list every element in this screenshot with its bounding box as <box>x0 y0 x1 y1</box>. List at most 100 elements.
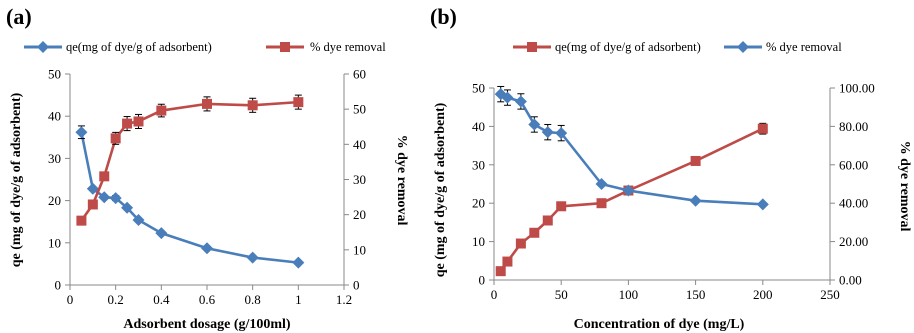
panel-a-qe-point <box>109 192 122 205</box>
panel-a-left-tick-label: 10 <box>48 235 61 250</box>
panel-a-right-axis-title: % dye removal <box>394 135 409 226</box>
panel-b-label: (b) <box>430 4 457 29</box>
panel-a-removal-point <box>156 105 167 116</box>
panel-a-qe-point <box>155 227 168 240</box>
panel-b-qe-point <box>495 266 506 277</box>
panel-a-x-tick-label: 0.6 <box>199 292 216 307</box>
panel-a-right-tick-label: 60 <box>353 67 366 82</box>
panel-a-qe-point <box>132 214 145 227</box>
panel-b-removal-point <box>756 198 769 211</box>
panel-a-removal-point <box>110 133 121 144</box>
panel-a-right-tick-label: 0 <box>353 278 360 293</box>
panel-b-removal-point <box>501 91 514 104</box>
panel-b-qe-point <box>690 155 701 166</box>
panel-b-x-tick-label: 100 <box>619 287 639 302</box>
panel-b-right-tick-label: 20.00 <box>839 234 868 249</box>
panel-b-right-tick-label: 60.00 <box>839 157 868 172</box>
panel-b-right-tick-label: 100.00 <box>839 81 875 96</box>
panel-b-qe-point <box>757 123 768 134</box>
panel-a-qe-point <box>86 182 99 195</box>
panel-b-removal-point <box>555 127 568 140</box>
panel-b-removal-point <box>622 184 635 197</box>
panel-b-left-tick-label: 50 <box>472 81 485 96</box>
chart-panel-b: (b) qe(mg of dye/g of adsorbent) % dye r… <box>430 4 912 332</box>
panel-a-right-tick-label: 20 <box>353 207 366 222</box>
panel-b-x-tick-label: 200 <box>753 287 773 302</box>
legend-a-removal-marker <box>280 42 290 52</box>
panel-b-qe-point <box>556 201 567 212</box>
panel-a-removal-point <box>247 100 258 111</box>
panel-a-removal-point <box>99 171 110 182</box>
panel-b-x-tick-label: 0 <box>491 287 498 302</box>
panel-a-left-tick-label: 30 <box>48 151 61 166</box>
panel-a-x-tick-label: 1.2 <box>336 292 352 307</box>
panel-a-x-tick-label: 0 <box>67 292 74 307</box>
panel-a-right-tick-label: 10 <box>353 242 366 257</box>
panel-b-left-tick-label: 0 <box>479 273 486 288</box>
panel-a-x-tick-label: 0.4 <box>153 292 170 307</box>
panel-b-right-axis-title: % dye removal <box>897 141 912 232</box>
panel-a-qe-point <box>201 242 213 255</box>
panel-b-x-tick-label: 150 <box>686 287 706 302</box>
panel-b-removal-point <box>528 118 541 131</box>
panel-a-removal-line <box>80 100 299 222</box>
panel-a-qe-point <box>75 126 88 139</box>
legend-b-qe-marker <box>527 42 537 52</box>
panel-b-qe-point <box>596 198 607 209</box>
legend-b-removal-marker <box>737 41 749 53</box>
panel-b-axes <box>493 88 831 281</box>
panel-a-qe-point <box>98 191 111 204</box>
panel-b-right-tick-label: 0.00 <box>839 273 862 288</box>
panel-a-qe-point <box>292 256 305 269</box>
panel-b-ticks: 0 50 100 150 200 250 0 10 20 30 40 50 0.00 20.00 40.00… <box>472 81 875 303</box>
panel-a-left-axis-title: qe (mg of dye/g of adsorbent) <box>9 92 24 267</box>
panel-a-x-tick-label: 0.2 <box>108 292 124 307</box>
panel-b-legend: qe(mg of dye/g of adsorbent) % dye remov… <box>513 40 842 54</box>
panel-a-right-tick-label: 50 <box>353 102 366 117</box>
panel-b-removal-point <box>514 95 527 108</box>
legend-b-removal-label: % dye removal <box>766 40 842 54</box>
panel-a-right-tick-label: 30 <box>353 172 366 187</box>
panel-a-removal-point <box>76 215 87 226</box>
panel-b-qe-point <box>529 227 540 238</box>
panel-b-x-axis-title: Concentration of dye (mg/L) <box>574 317 745 332</box>
panel-a-series <box>75 94 305 269</box>
panel-b-x-tick-label: 250 <box>820 287 840 302</box>
panel-a-removal-point <box>293 97 304 108</box>
panel-b-removal-line <box>500 92 763 206</box>
panel-b-series <box>494 85 769 277</box>
legend-a-qe-label: qe(mg of dye/g of adsorbent) <box>66 40 212 54</box>
panel-a-removal-point <box>202 98 212 109</box>
panel-a-removal-point <box>122 118 133 129</box>
panel-a-left-tick-label: 50 <box>48 67 61 82</box>
panel-a-removal-point <box>133 116 144 127</box>
panel-b-left-tick-label: 30 <box>472 157 485 172</box>
panel-a-removal-point <box>87 199 98 210</box>
panel-a-qe-point <box>121 201 134 214</box>
panel-a-left-tick-label: 40 <box>48 109 61 124</box>
panel-b-right-tick-label: 80.00 <box>839 119 868 134</box>
panel-a-left-tick-label: 20 <box>48 193 61 208</box>
panel-a-x-tick-label: 0.8 <box>245 292 261 307</box>
legend-a-removal-label: % dye removal <box>310 40 386 54</box>
panel-a-legend: qe(mg of dye/g of adsorbent) % dye remov… <box>24 40 386 54</box>
panel-a-left-tick-label: 0 <box>55 278 62 293</box>
panel-a-qe-point <box>246 251 259 264</box>
panel-b-left-axis-title: qe (mg of dye/g of adsorbent) <box>433 102 448 277</box>
panel-b-qe-point <box>502 256 513 267</box>
panel-a-label: (a) <box>6 4 32 29</box>
panel-b-x-tick-label: 50 <box>555 287 568 302</box>
panel-b-removal-point <box>689 194 702 207</box>
chart-panel-a: (a) qe(mg of dye/g of adsorbent) % dye r… <box>6 4 409 332</box>
panel-a-x-axis-title: Adsorbent dosage (g/100ml) <box>123 317 291 332</box>
panel-b-removal-point <box>541 126 554 139</box>
panel-a-x-tick-label: 1 <box>295 292 302 307</box>
panel-b-qe-point <box>542 215 553 226</box>
panel-b-removal-point <box>595 178 608 190</box>
panel-a-right-tick-label: 40 <box>353 137 366 152</box>
legend-a-qe-marker <box>37 41 49 53</box>
panel-b-left-tick-label: 20 <box>472 196 485 211</box>
panel-b-left-tick-label: 10 <box>472 234 485 249</box>
panel-b-left-tick-label: 40 <box>472 119 485 134</box>
